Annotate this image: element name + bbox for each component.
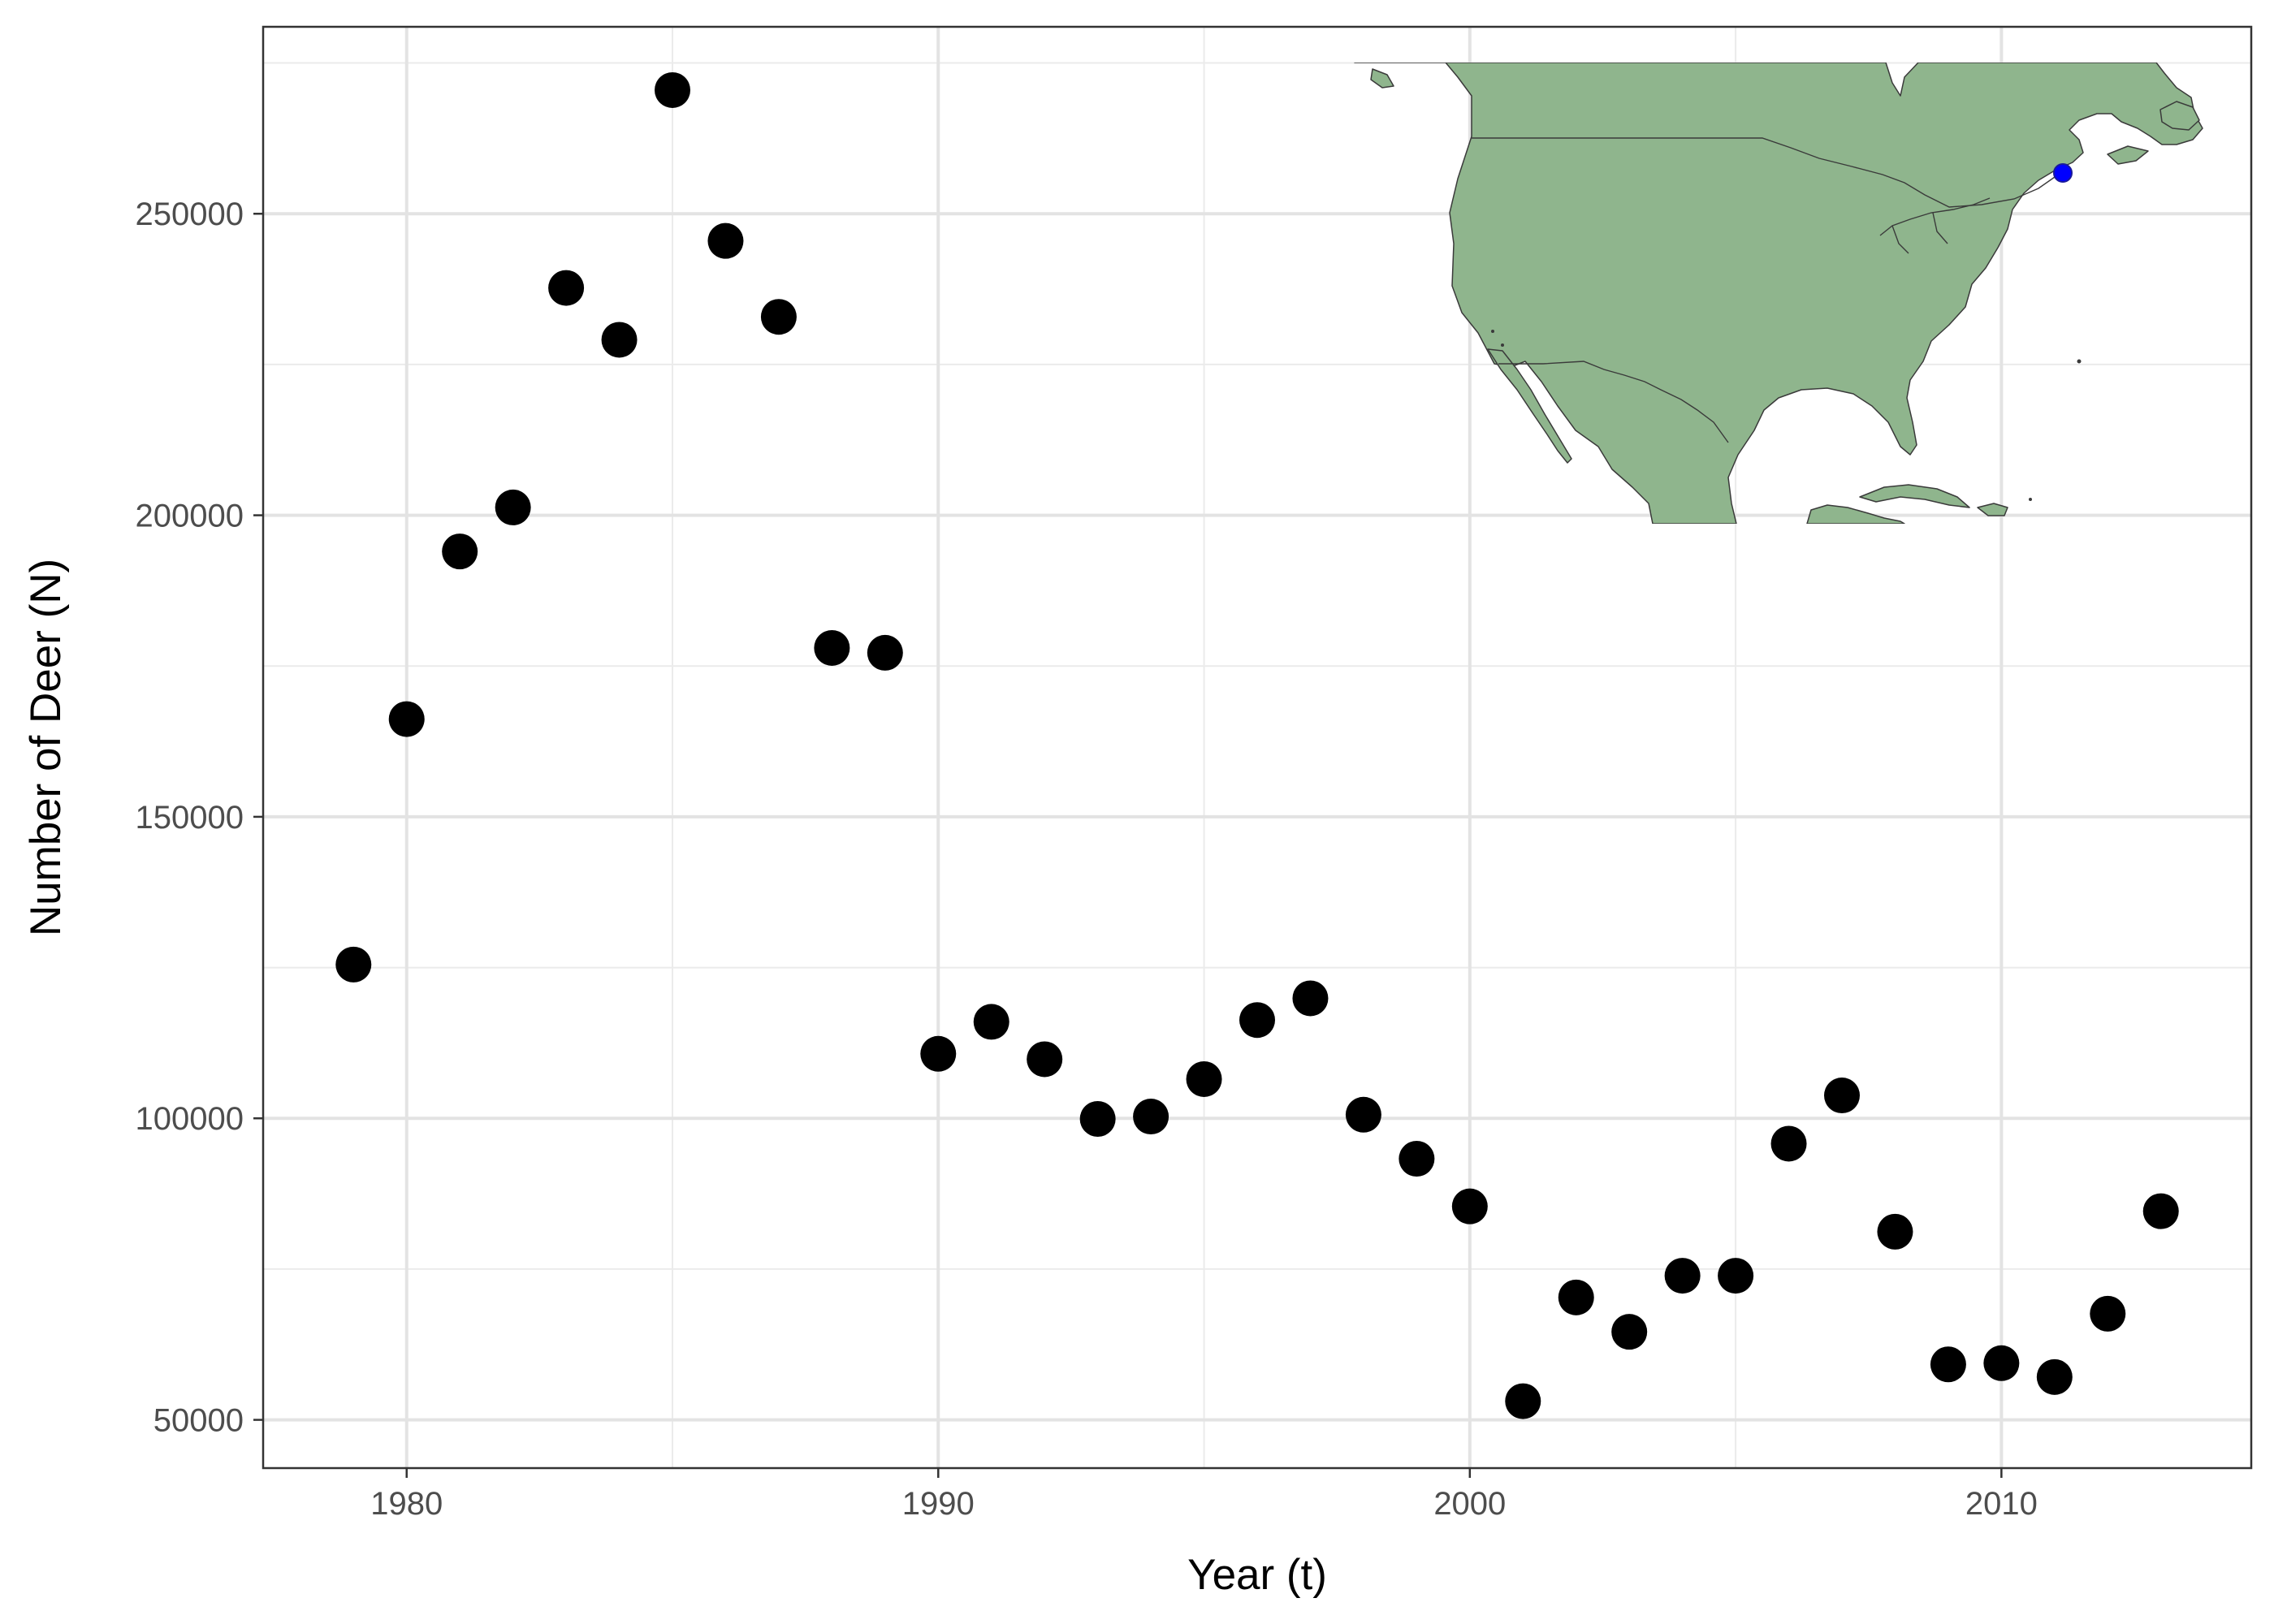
x-tick-label: 2000 xyxy=(1433,1486,1506,1522)
data-point xyxy=(1451,1188,1488,1224)
data-point xyxy=(1239,1002,1275,1039)
plot-panel-border xyxy=(262,25,2253,1470)
study-location-marker xyxy=(2053,163,2073,183)
data-point xyxy=(1824,1078,1860,1114)
data-point xyxy=(1186,1060,1222,1097)
map-island-dot xyxy=(2077,359,2082,364)
data-point xyxy=(1664,1258,1701,1294)
x-axis-title: Year (t) xyxy=(1187,1551,1327,1599)
y-axis: 50000 100000 150000 200000 250000 xyxy=(136,197,263,1439)
data-point xyxy=(1611,1314,1648,1350)
data-point xyxy=(814,629,850,666)
data-point xyxy=(1133,1099,1169,1135)
map-great-lakes xyxy=(1879,197,1991,254)
y-axis-title: Number of Deer (N) xyxy=(22,559,70,936)
data-point xyxy=(548,270,585,306)
data-point xyxy=(1505,1383,1541,1419)
data-point xyxy=(1292,980,1329,1017)
data-point xyxy=(1983,1345,2020,1381)
data-point xyxy=(1558,1279,1594,1315)
map-land-hispaniola xyxy=(1977,503,2008,516)
data-point xyxy=(1027,1041,1063,1078)
map-land-cuba xyxy=(1859,484,1970,508)
data-point xyxy=(601,322,638,358)
data-point xyxy=(335,946,372,983)
x-tick-label: 1980 xyxy=(370,1486,443,1522)
x-axis: 1980 1990 2000 2010 xyxy=(370,1468,2038,1522)
data-point xyxy=(2036,1358,2073,1395)
north-america-map-inset xyxy=(1354,63,2203,524)
data-point xyxy=(760,299,797,335)
y-tick-label: 150000 xyxy=(136,800,244,836)
data-point xyxy=(495,489,531,525)
map-island-dot xyxy=(1501,343,1504,347)
data-point xyxy=(2142,1193,2179,1229)
data-points xyxy=(335,71,2179,1419)
y-tick-label: 200000 xyxy=(136,499,244,534)
data-point xyxy=(388,701,425,737)
data-point xyxy=(1877,1213,1913,1250)
data-point xyxy=(442,533,478,570)
data-point xyxy=(707,222,744,259)
y-tick-label: 50000 xyxy=(153,1403,244,1439)
map-island-dot xyxy=(1491,330,1494,333)
map-land-vancouver-island xyxy=(1370,68,1394,89)
y-tick-label: 100000 xyxy=(136,1101,244,1137)
x-tick-label: 2010 xyxy=(1965,1486,2038,1522)
data-point xyxy=(973,1004,1009,1040)
data-point xyxy=(1770,1125,1807,1162)
data-point xyxy=(1930,1346,1966,1383)
map-border-us-canada xyxy=(1472,137,2070,208)
data-point xyxy=(920,1035,957,1072)
x-tick-label: 1990 xyxy=(902,1486,975,1522)
y-tick-label: 250000 xyxy=(136,197,244,232)
data-point xyxy=(867,634,903,671)
map-land-nova-scotia xyxy=(2107,145,2149,165)
data-point xyxy=(1399,1141,1435,1177)
data-point xyxy=(655,71,690,108)
data-point xyxy=(1345,1096,1381,1133)
data-point xyxy=(1079,1100,1116,1137)
map-land-south-america xyxy=(1806,504,1905,524)
map-island-dot xyxy=(2029,498,2032,501)
data-point xyxy=(1718,1258,1754,1294)
map-land-newfoundland xyxy=(2159,101,2200,131)
map-border-us-mexico xyxy=(1498,361,1729,443)
map-land-baja xyxy=(1487,348,1572,464)
data-point xyxy=(2090,1295,2126,1332)
